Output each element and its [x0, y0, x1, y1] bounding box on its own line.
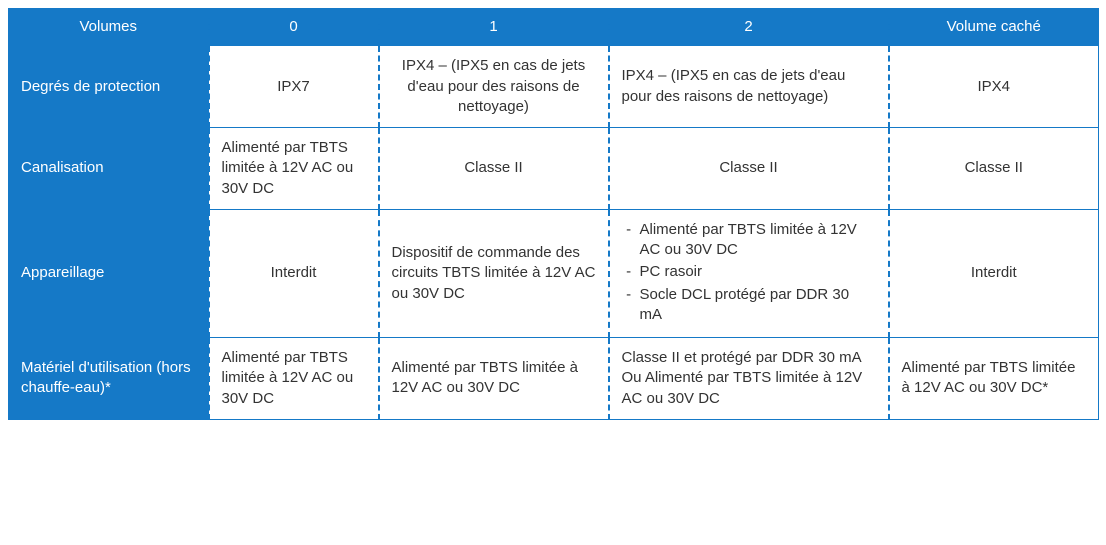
row-label: Degrés de protection — [9, 46, 209, 128]
header-volumes: Volumes — [9, 9, 209, 46]
cell-list-item: Socle DCL protégé par DDR 30 mA — [640, 285, 876, 326]
table-cell: IPX4 — [889, 46, 1099, 128]
header-col-1: 1 — [379, 9, 609, 46]
table-cell: Alimenté par TBTS limitée à 12V AC ou 30… — [889, 338, 1099, 420]
header-col-cache: Volume caché — [889, 9, 1099, 46]
table-cell: Interdit — [209, 209, 379, 337]
table-cell: Interdit — [889, 209, 1099, 337]
table-row: AppareillageInterditDispositif de comman… — [9, 209, 1099, 337]
table-cell: Alimenté par TBTS limitée à 12V AC ou 30… — [379, 338, 609, 420]
table-body: Degrés de protectionIPX7IPX4 – (IPX5 en … — [9, 46, 1099, 420]
header-col-0: 0 — [209, 9, 379, 46]
table-cell: IPX4 – (IPX5 en cas de jets d'eau pour d… — [609, 46, 889, 128]
protection-volumes-table: Volumes 0 1 2 Volume caché Degrés de pro… — [8, 8, 1099, 420]
table-cell: Alimenté par TBTS limitée à 12V AC ou 30… — [209, 338, 379, 420]
table-row: Matériel d'utilisation (hors chauffe-eau… — [9, 338, 1099, 420]
cell-list-item: Alimenté par TBTS limitée à 12V AC ou 30… — [640, 220, 876, 261]
table-cell: Dispositif de commande des circuits TBTS… — [379, 209, 609, 337]
header-row: Volumes 0 1 2 Volume caché — [9, 9, 1099, 46]
cell-list: Alimenté par TBTS limitée à 12V AC ou 30… — [622, 220, 876, 325]
table-row: CanalisationAlimenté par TBTS limitée à … — [9, 128, 1099, 210]
row-label: Appareillage — [9, 209, 209, 337]
table-cell: Classe II — [889, 128, 1099, 210]
row-label: Matériel d'utilisation (hors chauffe-eau… — [9, 338, 209, 420]
cell-list-item: PC rasoir — [640, 262, 876, 282]
table-cell: Classe II et protégé par DDR 30 mAOu Ali… — [609, 338, 889, 420]
table-row: Degrés de protectionIPX7IPX4 – (IPX5 en … — [9, 46, 1099, 128]
table-cell: IPX4 – (IPX5 en cas de jets d'eau pour d… — [379, 46, 609, 128]
table-cell: Classe II — [379, 128, 609, 210]
table-cell: Classe II — [609, 128, 889, 210]
table-cell: Alimenté par TBTS limitée à 12V AC ou 30… — [609, 209, 889, 337]
row-label: Canalisation — [9, 128, 209, 210]
table-cell: IPX7 — [209, 46, 379, 128]
header-col-2: 2 — [609, 9, 889, 46]
table-cell: Alimenté par TBTS limitée à 12V AC ou 30… — [209, 128, 379, 210]
